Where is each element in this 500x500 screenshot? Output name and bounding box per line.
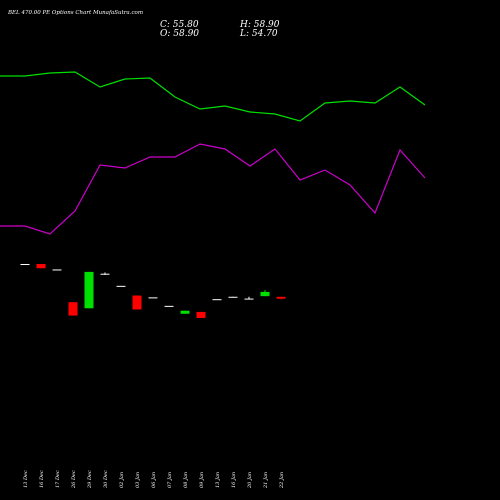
candle-body	[132, 295, 142, 310]
x-tick-label: 09 Jan	[199, 472, 205, 488]
candle-body	[20, 264, 30, 265]
x-tick-label: 03 Jan	[135, 472, 141, 488]
x-tick-label: 26 Dec	[71, 470, 77, 489]
x-tick-label: 30 Dec	[103, 470, 109, 488]
candle-body	[52, 269, 62, 271]
candle-body	[228, 296, 238, 298]
x-tick-label: 08 Jan	[183, 472, 189, 488]
x-tick-label: 13 Dec	[23, 470, 29, 488]
low-value: L: 54.70	[240, 29, 278, 39]
candle-body	[148, 297, 158, 299]
x-tick-label: 13 Jan	[215, 472, 221, 488]
candle-body	[100, 273, 110, 275]
purple-indicator-line	[0, 143, 426, 235]
x-tick-label: 07 Jan	[167, 472, 173, 488]
candle-body	[164, 305, 174, 307]
green-indicator-line	[0, 71, 426, 122]
chart-title: BEL 470.00 PE Options Chart MunafaSutra.…	[8, 10, 144, 16]
x-tick-label: 29 Dec	[87, 470, 93, 489]
x-tick-label: 06 Jan	[151, 472, 157, 488]
candle-body	[196, 311, 206, 318]
candle-body	[36, 264, 46, 269]
close-value: C: 55.80	[160, 20, 199, 30]
candle-body	[212, 299, 222, 301]
candle-body	[84, 271, 94, 309]
candle-body	[116, 285, 126, 287]
open-value: O: 58.90	[160, 29, 200, 39]
candle-body	[244, 298, 254, 300]
x-tick-label: 20 Jan	[247, 472, 253, 489]
x-tick-label: 02 Jan	[119, 472, 125, 488]
candle-body	[68, 302, 78, 316]
x-tick-label: 22 Jan	[279, 472, 285, 489]
x-tick-label: 16 Jan	[231, 472, 237, 488]
candle-body	[260, 291, 270, 297]
candle-body	[180, 310, 190, 314]
x-tick-label: 16 Dec	[39, 470, 45, 488]
candle-body	[276, 296, 286, 299]
x-tick-label: 21 Jan	[263, 472, 269, 489]
x-tick-label: 17 Dec	[55, 470, 61, 488]
high-value: H: 58.90	[240, 20, 280, 30]
